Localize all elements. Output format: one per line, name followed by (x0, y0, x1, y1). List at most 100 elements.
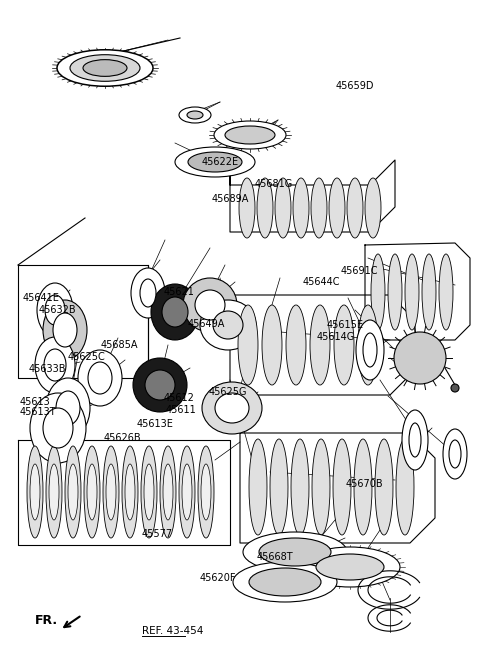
Ellipse shape (179, 446, 195, 538)
Text: 45644C: 45644C (302, 277, 340, 288)
Ellipse shape (27, 446, 43, 538)
Ellipse shape (262, 305, 282, 385)
Ellipse shape (243, 532, 347, 572)
Ellipse shape (56, 391, 80, 425)
Ellipse shape (396, 439, 414, 535)
Ellipse shape (35, 337, 75, 393)
Ellipse shape (316, 554, 384, 580)
Ellipse shape (249, 439, 267, 535)
Ellipse shape (371, 254, 385, 330)
Ellipse shape (259, 538, 331, 566)
Text: 45633B: 45633B (29, 363, 66, 374)
Ellipse shape (249, 568, 321, 596)
Ellipse shape (310, 305, 330, 385)
Ellipse shape (214, 121, 286, 149)
Ellipse shape (202, 382, 262, 434)
Ellipse shape (347, 178, 363, 238)
Ellipse shape (106, 464, 116, 520)
Text: 45691C: 45691C (341, 265, 378, 276)
Ellipse shape (187, 111, 203, 119)
Ellipse shape (87, 464, 97, 520)
Ellipse shape (405, 254, 419, 330)
Ellipse shape (131, 268, 165, 318)
Ellipse shape (198, 446, 214, 538)
Ellipse shape (151, 284, 199, 340)
Ellipse shape (175, 147, 255, 177)
Ellipse shape (78, 350, 122, 406)
Text: 45625G: 45625G (209, 387, 247, 398)
Text: REF. 43-454: REF. 43-454 (142, 626, 203, 636)
Ellipse shape (84, 446, 100, 538)
Ellipse shape (200, 300, 256, 350)
Ellipse shape (334, 305, 354, 385)
Ellipse shape (122, 446, 138, 538)
Text: FR.: FR. (35, 613, 58, 627)
Text: 45659D: 45659D (336, 81, 374, 91)
Ellipse shape (160, 446, 176, 538)
Ellipse shape (257, 178, 273, 238)
Ellipse shape (83, 60, 127, 76)
Text: 45626B: 45626B (103, 432, 141, 443)
Ellipse shape (394, 332, 446, 384)
Text: 45632B: 45632B (38, 305, 76, 316)
Text: 45670B: 45670B (346, 479, 383, 489)
Ellipse shape (215, 393, 249, 423)
Ellipse shape (125, 464, 135, 520)
Ellipse shape (46, 446, 62, 538)
Ellipse shape (188, 152, 242, 172)
Ellipse shape (182, 464, 192, 520)
Ellipse shape (88, 362, 112, 394)
Ellipse shape (30, 464, 40, 520)
Ellipse shape (333, 439, 351, 535)
Ellipse shape (141, 446, 157, 538)
Ellipse shape (356, 320, 384, 380)
Ellipse shape (179, 107, 211, 123)
Ellipse shape (144, 464, 154, 520)
Text: 45689A: 45689A (211, 194, 249, 204)
Text: 45649A: 45649A (187, 318, 225, 329)
Ellipse shape (449, 440, 461, 468)
Text: 45668T: 45668T (257, 552, 293, 562)
Ellipse shape (44, 349, 66, 381)
Ellipse shape (300, 547, 400, 587)
Ellipse shape (45, 295, 65, 325)
Text: 45613: 45613 (19, 397, 50, 408)
Ellipse shape (286, 305, 306, 385)
Ellipse shape (270, 439, 288, 535)
Text: 45613T: 45613T (19, 407, 56, 418)
Ellipse shape (163, 464, 173, 520)
Ellipse shape (293, 178, 309, 238)
Ellipse shape (439, 254, 453, 330)
Ellipse shape (195, 290, 225, 320)
Ellipse shape (183, 278, 237, 332)
Text: 45612: 45612 (163, 392, 194, 403)
Ellipse shape (43, 408, 73, 448)
Ellipse shape (451, 384, 459, 392)
Ellipse shape (239, 178, 255, 238)
Ellipse shape (443, 429, 467, 479)
Ellipse shape (365, 178, 381, 238)
Ellipse shape (354, 439, 372, 535)
Ellipse shape (238, 305, 258, 385)
Ellipse shape (363, 333, 377, 367)
Ellipse shape (37, 283, 73, 337)
Text: 45622E: 45622E (202, 157, 239, 168)
Ellipse shape (70, 55, 140, 82)
Ellipse shape (311, 178, 327, 238)
Ellipse shape (145, 370, 175, 400)
Text: 45641E: 45641E (23, 293, 60, 304)
Ellipse shape (30, 393, 86, 463)
Ellipse shape (49, 464, 59, 520)
Ellipse shape (409, 423, 421, 457)
Ellipse shape (68, 464, 78, 520)
Text: 45613E: 45613E (137, 419, 174, 430)
Ellipse shape (201, 464, 211, 520)
Ellipse shape (103, 446, 119, 538)
Ellipse shape (402, 410, 428, 470)
Ellipse shape (422, 254, 436, 330)
Text: 45621: 45621 (163, 286, 194, 297)
Ellipse shape (57, 50, 153, 86)
Ellipse shape (43, 300, 87, 360)
Ellipse shape (291, 439, 309, 535)
Ellipse shape (275, 178, 291, 238)
